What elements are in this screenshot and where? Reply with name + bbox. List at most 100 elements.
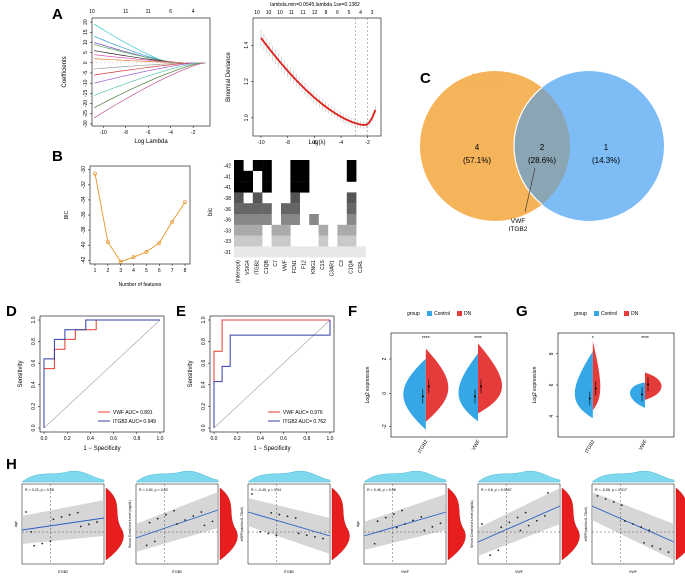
top-tick-label: 11	[300, 10, 305, 16]
heatmap-cell	[243, 181, 253, 193]
scatter-point	[25, 511, 27, 513]
x-tick-label: -8	[123, 130, 128, 136]
violin-dn	[592, 341, 601, 411]
x-tick-label: VWF	[638, 439, 649, 452]
y-tick-label: 0.6	[201, 360, 207, 367]
heatmap-cell	[337, 235, 347, 247]
correlation-stat: R = -0.56, p = 0.017	[595, 488, 627, 492]
heatmap-cell	[234, 160, 244, 171]
top-tick-label: 5	[348, 10, 351, 16]
y-tick-label: 20	[83, 19, 89, 25]
y-tick-label: 0.0	[31, 424, 37, 431]
x-tick-label: 5	[145, 268, 148, 274]
significance-label: ****	[422, 336, 430, 342]
column-label: F12	[301, 260, 307, 269]
heatmap-cell	[346, 246, 357, 258]
panel-letter-a: A	[52, 6, 63, 23]
heatmap-cell	[328, 246, 338, 258]
scatter-point	[544, 515, 546, 517]
scatter-point	[270, 511, 273, 514]
x-tick-label: 1	[94, 268, 97, 274]
y-tick-label: 1.0	[201, 316, 207, 323]
top-tick-label: 10	[89, 9, 95, 15]
heatmap-cell	[290, 214, 300, 225]
violin-plot-g: group Control DN 8 6 4 Log2 expression * ITGB2 **…	[532, 311, 675, 455]
bic-point	[118, 259, 123, 264]
y-axis-label: Serum Creatinine Level (mg/dL)	[128, 500, 132, 548]
x-axis-label: VWF	[401, 570, 410, 574]
roc-plot-d: 0.0 0.0 0.2 0.2 0.4 0.4 0.6 0.6 0.8 0.8 1.0 1.0 VWF …	[18, 315, 165, 452]
heatmap-cell	[299, 246, 310, 258]
top-density	[591, 470, 675, 483]
diagonal-reference	[43, 319, 161, 429]
violin-control	[630, 382, 645, 408]
right-density	[331, 487, 350, 561]
scatter-point	[79, 525, 82, 528]
legend-label-dn: DN	[464, 311, 472, 317]
heatmap-cell	[299, 170, 310, 182]
scatter-point	[524, 511, 527, 514]
roc-plot-e: 0.0 0.0 0.2 0.2 0.4 0.4 0.6 0.6 0.8 0.8 1.0 1.0 VWF …	[188, 315, 335, 452]
violin-control	[458, 353, 478, 422]
heatmap-cell	[234, 214, 244, 225]
x-axis-label: 1 − Specificity	[83, 446, 120, 452]
scatter-point	[278, 513, 281, 516]
legend-title: group	[407, 311, 420, 317]
x-tick-label: -2	[365, 140, 370, 146]
heatmap-cell	[262, 203, 272, 215]
bic-point	[131, 255, 136, 260]
y-tick-label: 2	[382, 357, 388, 360]
column-label: C7	[273, 260, 279, 267]
scatter-point	[305, 534, 308, 537]
venn-annotation-vwf: VWF	[511, 218, 525, 225]
scatter-point	[148, 521, 151, 524]
x-tick-label: -4	[339, 140, 344, 146]
legend-swatch-control	[594, 311, 599, 316]
roc-curve-2	[213, 320, 331, 428]
correlation-scatter-row: R = 0.23, p = 0.28 ITGB2 Age R = 0.54, p = …	[14, 470, 685, 574]
scatter-point	[60, 516, 63, 518]
correlation-stat: R = 0.6, p = 0.0097	[481, 488, 512, 492]
mean-dn	[427, 385, 430, 388]
y-axis-label: Sensitivity	[188, 360, 194, 387]
scatter-point	[500, 526, 503, 529]
heatmap-cell	[290, 160, 300, 171]
y-tick-label: -34	[81, 196, 87, 203]
x-tick-label: 0.6	[280, 436, 287, 442]
heatmap-cell	[281, 224, 291, 236]
heatmap-cell	[318, 224, 329, 236]
legend-title: group	[574, 311, 587, 317]
scatter-point	[156, 517, 159, 520]
heatmap-cell	[234, 246, 244, 258]
column-label: C1QA	[348, 260, 354, 274]
scatter-point	[596, 495, 599, 497]
bic-point	[144, 249, 149, 254]
scatter-point	[527, 524, 530, 527]
venn-overlap-pct: (28.6%)	[528, 156, 556, 165]
heatmap-cell	[318, 235, 329, 247]
top-tick-label: 4	[192, 9, 195, 15]
scatter-point	[173, 509, 175, 512]
top-tick-label: 4	[359, 10, 362, 16]
scatter-point	[49, 540, 52, 543]
heatmap-cell	[346, 170, 357, 182]
heatmap-cell	[281, 214, 291, 225]
scatter-point	[184, 519, 187, 521]
y-axis-label: Log2 expression	[532, 366, 538, 403]
row-label: -36	[224, 207, 231, 213]
heatmap-cell	[262, 246, 272, 258]
legend-label: ITGB2 AUC= 0.762	[283, 419, 326, 425]
regression-line	[477, 505, 561, 543]
top-tick-label: 11	[289, 10, 294, 16]
y-tick-label: 15	[83, 29, 89, 35]
column-label: (Intercept)	[236, 260, 242, 283]
venn-annotation-line	[524, 167, 536, 213]
heatmap-cell	[252, 203, 263, 215]
x-tick-label: 8	[184, 268, 187, 274]
x-tick-label: 7	[171, 268, 174, 274]
x-axis-label: ITGB2	[58, 570, 68, 574]
heatmap-cell	[252, 214, 263, 225]
y-tick-label: 0.6	[31, 360, 37, 367]
heatmap-cell	[234, 235, 244, 247]
x-axis-label: Log Lambda	[134, 139, 168, 145]
